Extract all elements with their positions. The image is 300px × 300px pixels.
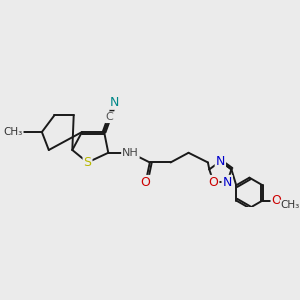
Text: S: S xyxy=(83,156,92,169)
Text: NH: NH xyxy=(122,148,139,158)
Text: CH₃: CH₃ xyxy=(280,200,300,211)
Text: CH₃: CH₃ xyxy=(3,127,22,137)
Text: N: N xyxy=(216,155,225,168)
Text: N: N xyxy=(110,96,120,109)
Text: O: O xyxy=(208,176,218,189)
Text: O: O xyxy=(141,176,151,189)
Text: C: C xyxy=(106,112,113,122)
Text: O: O xyxy=(272,194,281,207)
Text: N: N xyxy=(223,176,232,189)
